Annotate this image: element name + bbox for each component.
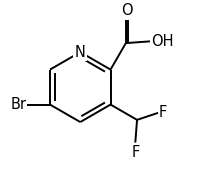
Text: F: F [159,105,167,120]
Text: F: F [131,145,139,160]
Text: OH: OH [151,34,174,49]
Text: Br: Br [10,97,26,112]
Text: N: N [75,45,86,60]
Text: O: O [121,3,133,18]
